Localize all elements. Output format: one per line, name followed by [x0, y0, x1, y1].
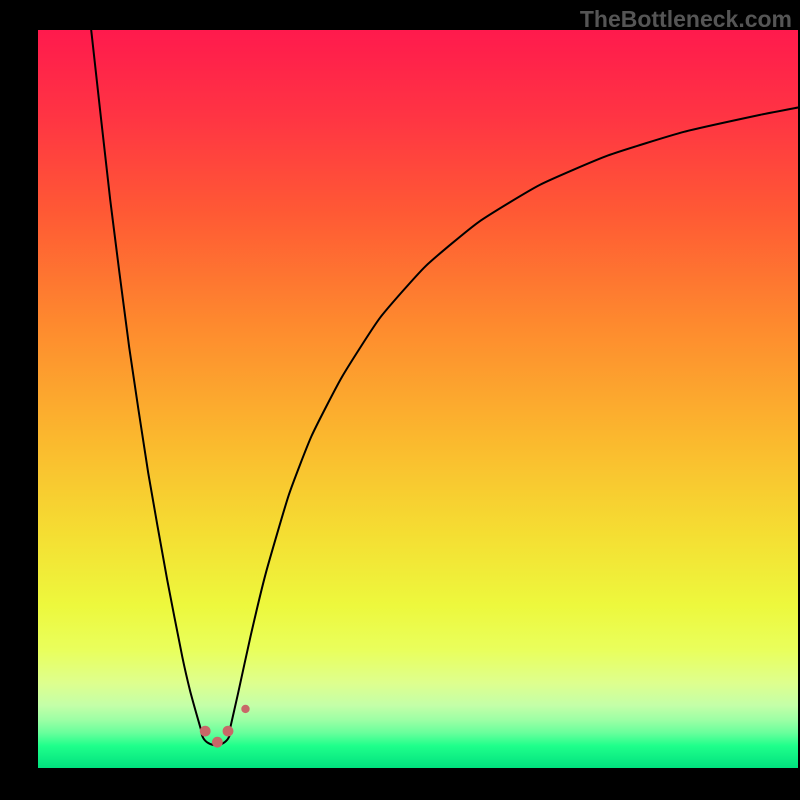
- data-marker: [200, 726, 211, 737]
- data-marker: [223, 726, 234, 737]
- data-marker: [241, 705, 249, 713]
- data-marker: [212, 737, 223, 748]
- watermark-text: TheBottleneck.com: [580, 6, 792, 33]
- gradient-region: [38, 30, 798, 768]
- chart-stage: TheBottleneck.com: [0, 0, 800, 800]
- chart-svg: [0, 0, 800, 800]
